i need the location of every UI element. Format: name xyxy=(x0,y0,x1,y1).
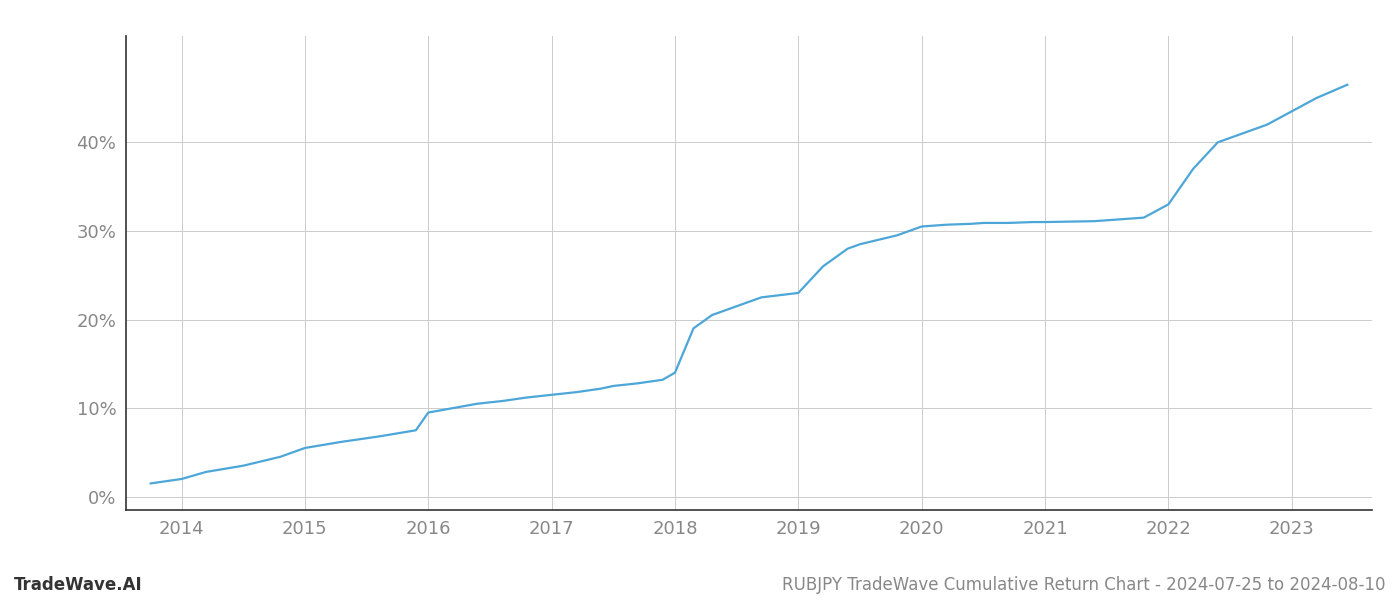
Text: TradeWave.AI: TradeWave.AI xyxy=(14,576,143,594)
Text: RUBJPY TradeWave Cumulative Return Chart - 2024-07-25 to 2024-08-10: RUBJPY TradeWave Cumulative Return Chart… xyxy=(783,576,1386,594)
